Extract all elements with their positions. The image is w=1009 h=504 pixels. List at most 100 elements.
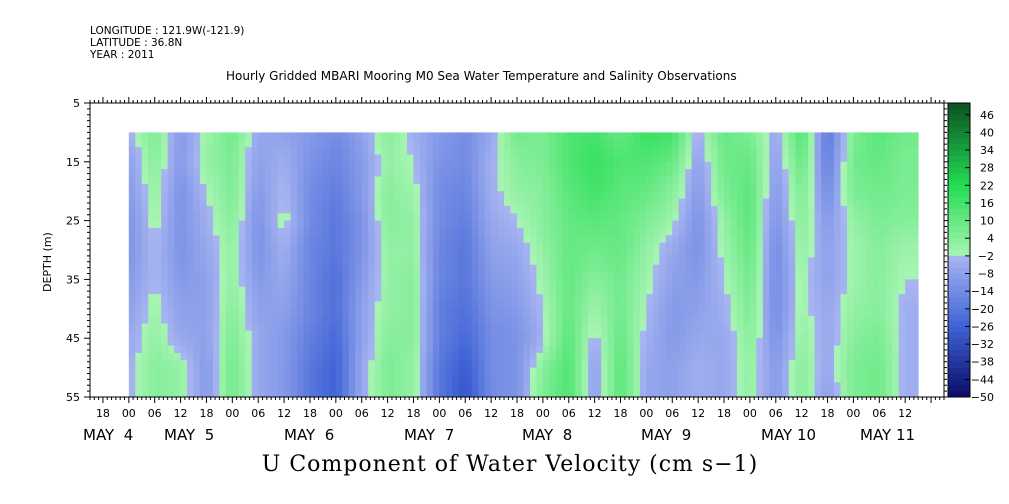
- heatmap-cell: [620, 316, 628, 324]
- heatmap-cell: [749, 330, 757, 339]
- heatmap-cell: [381, 169, 389, 177]
- heatmap-cell: [536, 227, 544, 236]
- heatmap-cell: [665, 191, 673, 200]
- heatmap-cell: [148, 139, 156, 148]
- heatmap-cell: [478, 360, 486, 369]
- heatmap-cell: [426, 352, 434, 361]
- heatmap-cell: [536, 360, 544, 369]
- heatmap-cell: [872, 286, 880, 295]
- heatmap-cell: [348, 286, 356, 295]
- heatmap-cell: [329, 264, 337, 273]
- heatmap-cell: [588, 161, 596, 170]
- heatmap-cell: [510, 205, 518, 214]
- heatmap-cell: [413, 330, 421, 339]
- heatmap-cell: [180, 154, 188, 163]
- heatmap-cell: [885, 250, 893, 258]
- heatmap-cell: [885, 205, 893, 214]
- heatmap-cell: [555, 279, 563, 288]
- heatmap-cell: [555, 360, 563, 369]
- heatmap-cell: [581, 235, 589, 244]
- heatmap-cell: [834, 220, 841, 229]
- heatmap-cell: [588, 352, 596, 361]
- y-tick-label: 25: [66, 215, 80, 228]
- heatmap-cell: [141, 147, 149, 155]
- heatmap-cell: [879, 389, 887, 398]
- heatmap-cell: [769, 132, 777, 141]
- heatmap-cell: [374, 316, 382, 324]
- heatmap-cell: [788, 338, 796, 347]
- heatmap-cell: [588, 374, 596, 383]
- heatmap-cell: [238, 264, 246, 273]
- heatmap-cell: [348, 389, 356, 398]
- heatmap-cell: [193, 308, 201, 317]
- heatmap-cell: [174, 257, 182, 266]
- heatmap-cell: [879, 191, 887, 200]
- heatmap-cell: [724, 169, 731, 177]
- heatmap-cell: [517, 183, 524, 192]
- heatmap-cell: [911, 183, 919, 192]
- heatmap-cell: [471, 272, 479, 280]
- heatmap-cell: [148, 338, 156, 347]
- heatmap-cell: [445, 147, 453, 155]
- heatmap-cell: [821, 323, 829, 332]
- heatmap-cell: [517, 227, 524, 236]
- heatmap-cell: [180, 147, 188, 155]
- heatmap-cell: [445, 198, 453, 207]
- heatmap-cell: [251, 374, 259, 383]
- heatmap-cell: [432, 132, 440, 141]
- heatmap-cell: [309, 191, 317, 200]
- heatmap-cell: [154, 264, 162, 273]
- heatmap-cell: [271, 367, 279, 376]
- heatmap-cell: [685, 220, 693, 229]
- heatmap-cell: [711, 294, 719, 302]
- heatmap-cell: [510, 272, 518, 280]
- heatmap-cell: [568, 169, 576, 177]
- heatmap-cell: [471, 374, 479, 383]
- heatmap-cell: [633, 220, 641, 229]
- heatmap-cell: [232, 235, 240, 244]
- heatmap-cell: [284, 183, 292, 192]
- colorbar-swatch: [948, 138, 970, 145]
- heatmap-cell: [652, 198, 660, 207]
- heatmap-cell: [730, 169, 738, 177]
- heatmap-cell: [128, 264, 136, 273]
- heatmap-cell: [517, 198, 524, 207]
- heatmap-cell: [484, 257, 492, 266]
- heatmap-cell: [400, 279, 408, 288]
- heatmap-cell: [555, 345, 563, 354]
- heatmap-cell: [413, 374, 421, 383]
- heatmap-cell: [297, 183, 304, 192]
- heatmap-cell: [426, 389, 434, 398]
- heatmap-cell: [885, 367, 893, 376]
- heatmap-cell: [646, 154, 654, 163]
- heatmap-cell: [717, 316, 725, 324]
- heatmap-cell: [258, 213, 266, 222]
- heatmap-cell: [821, 382, 829, 391]
- heatmap-cell: [368, 147, 376, 155]
- heatmap-cell: [212, 235, 220, 244]
- heatmap-cell: [588, 198, 596, 207]
- heatmap-cell: [846, 301, 854, 310]
- heatmap-cell: [484, 301, 492, 310]
- heatmap-cell: [432, 191, 440, 200]
- heatmap-cell: [180, 250, 188, 258]
- heatmap-cell: [478, 169, 486, 177]
- heatmap-cell: [853, 389, 861, 398]
- heatmap-cell: [187, 345, 195, 354]
- heatmap-cell: [717, 161, 725, 170]
- heatmap-cell: [769, 235, 777, 244]
- heatmap-cell: [284, 286, 292, 295]
- heatmap-cell: [504, 235, 512, 244]
- heatmap-cell: [588, 213, 596, 222]
- heatmap-cell: [607, 374, 615, 383]
- heatmap-cell: [523, 205, 531, 214]
- heatmap-cell: [342, 345, 350, 354]
- heatmap-cell: [426, 161, 434, 170]
- heatmap-cell: [801, 227, 809, 236]
- heatmap-cell: [665, 374, 673, 383]
- heatmap-cell: [892, 191, 900, 200]
- heatmap-cell: [258, 308, 266, 317]
- heatmap-cell: [426, 257, 434, 266]
- heatmap-cell: [400, 132, 408, 141]
- heatmap-cell: [368, 220, 376, 229]
